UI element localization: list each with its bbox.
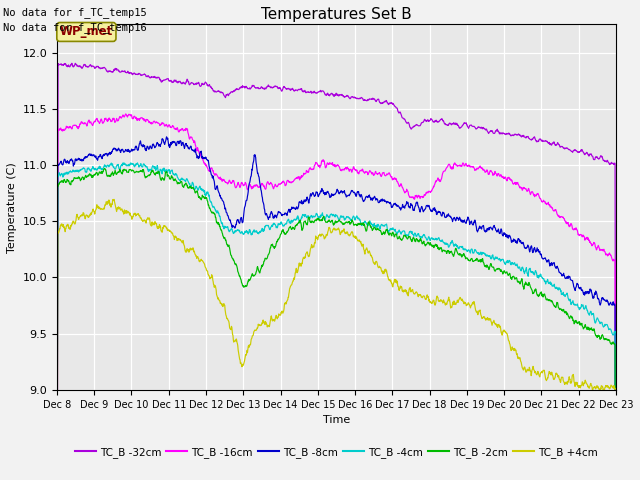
Y-axis label: Temperature (C): Temperature (C) <box>7 162 17 252</box>
X-axis label: Time: Time <box>323 415 350 425</box>
Text: No data for f_TC_temp16: No data for f_TC_temp16 <box>3 22 147 33</box>
Legend: TC_B -32cm, TC_B -16cm, TC_B -8cm, TC_B -4cm, TC_B -2cm, TC_B +4cm: TC_B -32cm, TC_B -16cm, TC_B -8cm, TC_B … <box>70 443 602 462</box>
Text: WP_met: WP_met <box>60 25 113 38</box>
Text: No data for f_TC_temp15: No data for f_TC_temp15 <box>3 7 147 18</box>
Title: Temperatures Set B: Temperatures Set B <box>261 7 412 22</box>
